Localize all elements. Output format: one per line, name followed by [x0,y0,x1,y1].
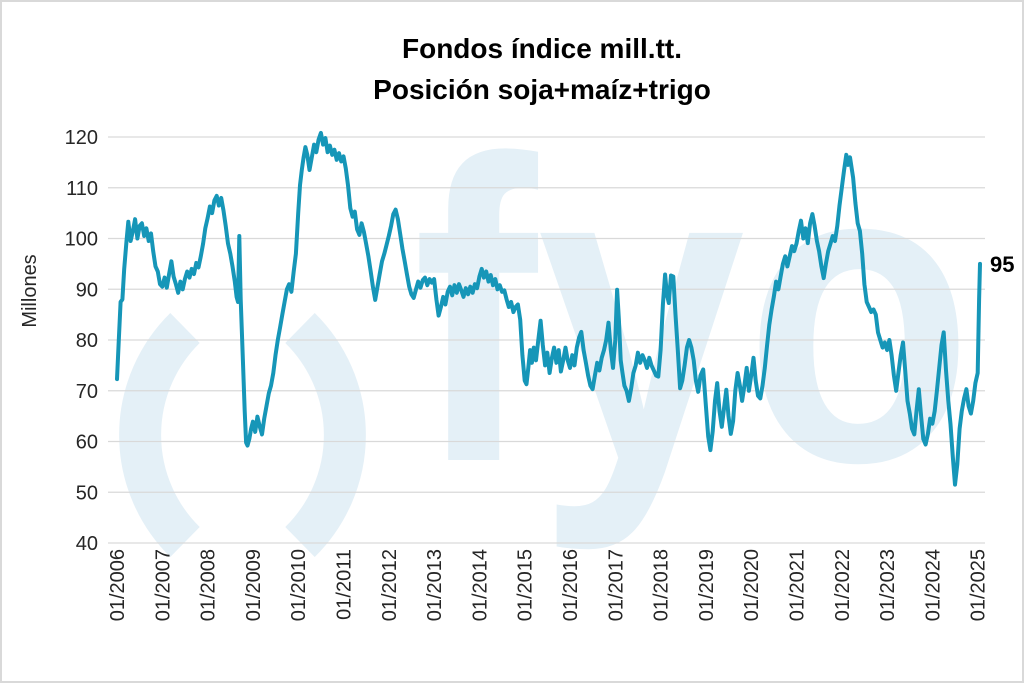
x-tick-label: 01/2023 [877,549,899,621]
gridlines [108,136,985,544]
x-tick-label: 01/2008 [198,549,220,621]
x-tick-label: 01/2006 [107,549,129,621]
x-tick-label: 01/2009 [243,549,265,621]
x-tick-label: 01/2016 [560,549,582,621]
y-tick-label: 100 [65,229,98,251]
x-tick-label: 01/2015 [515,549,537,621]
y-tick-label: 90 [76,279,98,301]
x-tick-label: 01/2022 [832,549,854,621]
y-tick-label: 60 [76,432,98,454]
right-paren-shape [284,313,366,557]
last-value-label: 95 [990,252,1014,277]
x-tick-label: 01/2025 [968,549,990,621]
y-tick-label: 40 [76,533,98,555]
x-tick-label: 01/2012 [379,549,401,621]
y-tick-label: 110 [66,178,98,200]
x-tick-label: 01/2007 [152,549,174,621]
x-tick-label: 01/2021 [787,549,809,621]
y-tick-label: 80 [76,330,98,352]
y-axis-tick-labels: 40 50 60 70 80 90 100 110 120 [65,127,98,555]
series-layer [115,130,982,487]
x-tick-label: 01/2019 [696,549,718,621]
y-axis-title: Millones [19,254,41,327]
left-paren-shape [119,313,201,557]
x-tick-label: 01/2020 [741,549,763,621]
chart-title-line1: Fondos índice mill.tt. [402,33,682,64]
x-tick-label: 01/2017 [605,549,627,621]
x-tick-label: 01/2024 [922,549,944,621]
y-tick-label: 70 [76,381,98,403]
fyo-logo-text: fyo [413,72,973,554]
x-tick-label: 01/2011 [334,549,356,620]
x-tick-label: 01/2010 [288,549,310,621]
x-tick-label: 01/2018 [651,549,673,621]
fyo-watermark: fyo [119,72,973,557]
y-tick-label: 120 [65,127,98,149]
x-tick-label: 01/2013 [424,549,446,621]
y-tick-label: 50 [76,482,98,504]
series-line [115,130,982,487]
x-tick-label: 01/2014 [469,549,491,621]
chart-title-line2: Posición soja+maíz+trigo [373,74,711,105]
x-axis-tick-labels: 01/2006 01/2007 01/2008 01/2009 01/2010 01/20… [107,549,990,621]
